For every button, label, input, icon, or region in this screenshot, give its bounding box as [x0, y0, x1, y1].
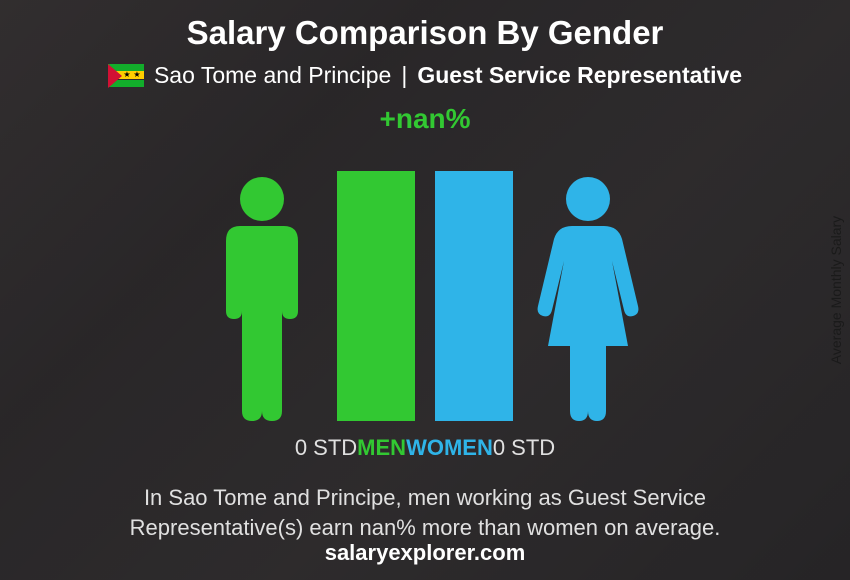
- difference-label: +nan%: [379, 103, 470, 135]
- men-figure-col: [197, 171, 327, 421]
- women-value-label: 0 STD: [493, 435, 555, 461]
- male-figure-icon: [202, 171, 322, 421]
- footer-link[interactable]: salaryexplorer.com: [0, 540, 850, 566]
- flag-icon: ★ ★: [108, 64, 144, 88]
- women-bar-col: [429, 141, 519, 421]
- men-bar-col: [331, 141, 421, 421]
- infographic-container: Salary Comparison By Gender ★ ★ Sao Tome…: [0, 0, 850, 580]
- women-figure-col: [523, 171, 653, 421]
- separator: |: [401, 62, 407, 89]
- labels-row: 0 STD MEN WOMEN 0 STD: [295, 427, 555, 461]
- subtitle-row: ★ ★ Sao Tome and Principe | Guest Servic…: [108, 62, 742, 89]
- men-label: MEN: [357, 435, 406, 461]
- description-text: In Sao Tome and Principe, men working as…: [55, 483, 795, 542]
- job-title: Guest Service Representative: [417, 62, 742, 89]
- women-label: WOMEN: [406, 435, 493, 461]
- y-axis-label: Average Monthly Salary: [828, 216, 844, 364]
- chart-area: [197, 141, 653, 421]
- female-figure-icon: [528, 171, 648, 421]
- men-value-label: 0 STD: [295, 435, 357, 461]
- y-axis-wrap: Average Monthly Salary: [822, 0, 850, 580]
- women-bar: [435, 171, 513, 421]
- page-title: Salary Comparison By Gender: [187, 14, 664, 52]
- country-label: Sao Tome and Principe: [154, 62, 391, 89]
- men-bar: [337, 171, 415, 421]
